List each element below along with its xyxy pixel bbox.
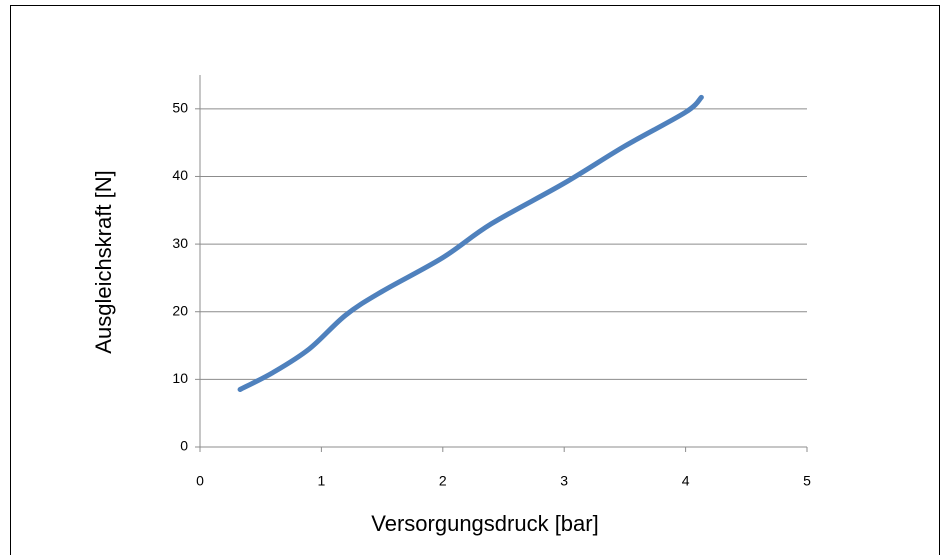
chart-frame [10,5,940,555]
y-tick-label: 50 [172,100,188,116]
y-tick-label: 20 [172,302,188,318]
y-tick-label: 0 [180,438,188,454]
x-tick-label: 1 [318,473,326,489]
x-axis-title: Versorgungsdruck [bar] [371,511,598,536]
y-axis-title: Ausgleichskraft [N] [91,170,116,353]
x-tick-label: 5 [803,473,811,489]
x-tick-label: 3 [560,473,568,489]
x-tick-label: 2 [439,473,447,489]
y-tick-label: 30 [172,235,188,251]
line-series [237,94,704,393]
y-tick-label: 40 [172,167,188,183]
x-tick-label: 4 [682,473,690,489]
y-tick-label: 10 [172,370,188,386]
x-tick-label: 0 [196,473,204,489]
